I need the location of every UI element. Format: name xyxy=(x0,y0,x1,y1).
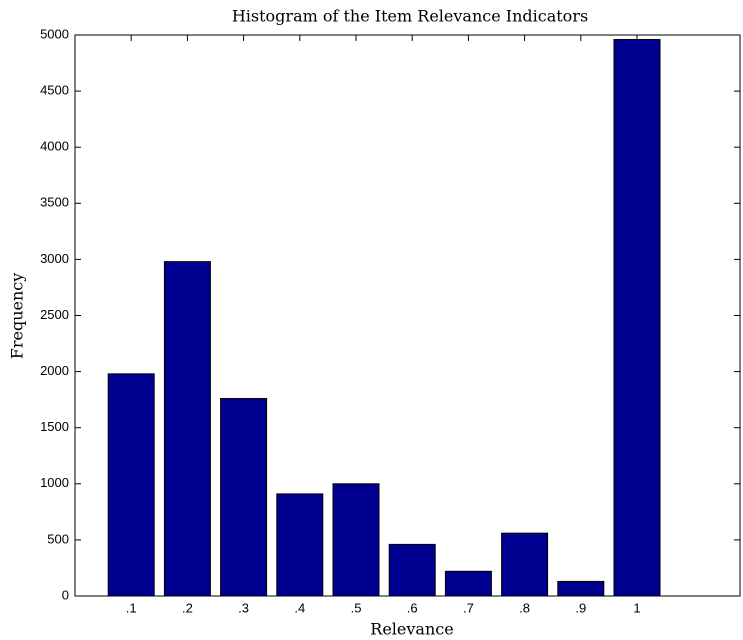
bar xyxy=(444,570,492,597)
y-tick-label: 0 xyxy=(62,587,69,602)
x-tick-label: .3 xyxy=(238,600,249,615)
y-tick-label: 500 xyxy=(47,531,69,546)
bar xyxy=(388,543,436,597)
y-tick-label: 2000 xyxy=(40,363,69,378)
bar xyxy=(501,532,549,597)
x-tick-label: .4 xyxy=(294,600,305,615)
y-tick-label: 4500 xyxy=(40,83,69,98)
x-tick-label: 1 xyxy=(633,600,640,615)
y-axis-label: Frequency xyxy=(8,273,27,360)
x-tick-label: .2 xyxy=(182,600,193,615)
y-tick-label: 2500 xyxy=(40,307,69,322)
bar xyxy=(220,398,268,597)
bar xyxy=(332,483,380,597)
x-tick-label: .8 xyxy=(519,600,530,615)
bar xyxy=(163,261,211,597)
x-tick-label: .5 xyxy=(351,600,362,615)
y-tick-label: 3500 xyxy=(40,195,69,210)
x-axis-label: Relevance xyxy=(370,620,453,639)
bar xyxy=(557,580,605,597)
y-tick-label: 1000 xyxy=(40,475,69,490)
y-tick-label: 3000 xyxy=(40,251,69,266)
x-tick-label: .1 xyxy=(126,600,137,615)
bar xyxy=(107,373,155,597)
x-tick-label: .7 xyxy=(463,600,474,615)
y-tick-label: 4000 xyxy=(40,139,69,154)
bar xyxy=(613,38,661,597)
x-tick-label: .6 xyxy=(407,600,418,615)
bar xyxy=(276,493,324,597)
y-tick-label: 5000 xyxy=(40,26,69,41)
chart-title: Histogram of the Item Relevance Indicato… xyxy=(232,7,588,26)
y-tick-label: 1500 xyxy=(40,419,69,434)
x-tick-label: .9 xyxy=(575,600,586,615)
